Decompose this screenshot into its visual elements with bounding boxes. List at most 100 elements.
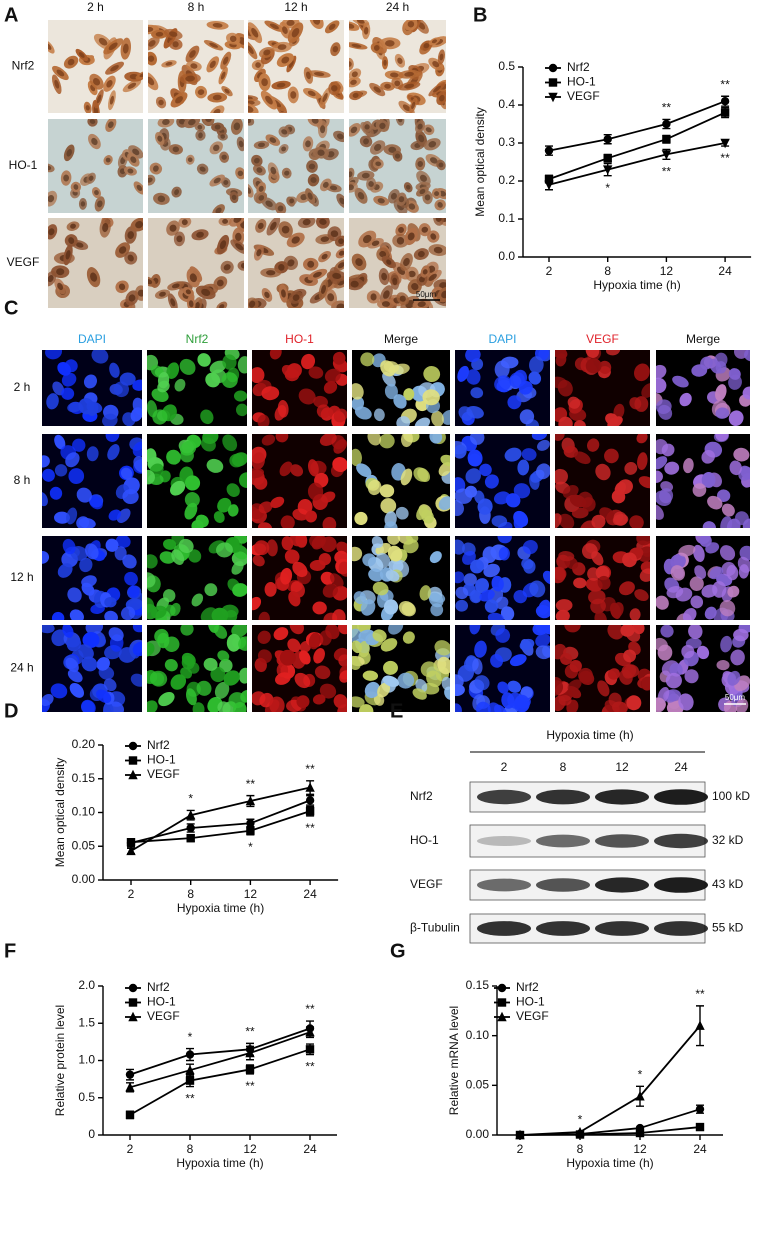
nucleus xyxy=(137,289,143,297)
blot-size-label: 100 kD xyxy=(712,789,750,803)
cell xyxy=(507,395,522,410)
nucleus xyxy=(135,221,143,229)
nucleus xyxy=(223,264,231,271)
cell xyxy=(437,656,450,675)
cell xyxy=(313,648,325,664)
cell xyxy=(164,658,178,672)
panel-letter: G xyxy=(390,940,406,962)
cell xyxy=(132,379,142,391)
marker xyxy=(544,180,554,190)
lane-label: 12 xyxy=(615,760,629,774)
cell xyxy=(719,545,736,561)
cell xyxy=(475,578,489,593)
nucleus xyxy=(169,31,178,37)
cell xyxy=(375,553,391,568)
cell xyxy=(308,632,321,650)
cell xyxy=(147,642,155,657)
marker xyxy=(245,795,256,806)
nucleus xyxy=(330,85,338,92)
cell xyxy=(82,632,100,648)
cell xyxy=(578,667,593,684)
cell xyxy=(519,409,535,425)
micrograph xyxy=(48,218,143,308)
cell xyxy=(147,572,156,588)
image-background xyxy=(48,119,143,213)
nucleus xyxy=(257,142,265,148)
nucleus xyxy=(78,52,85,58)
cell xyxy=(213,511,225,523)
cell xyxy=(522,540,538,555)
cell xyxy=(299,650,311,665)
significance-mark: ** xyxy=(720,77,730,91)
nucleus xyxy=(423,43,430,49)
nucleus xyxy=(384,40,395,47)
nucleus xyxy=(127,82,137,89)
cell xyxy=(54,434,66,450)
cell xyxy=(65,452,80,468)
cell xyxy=(388,559,404,573)
cell xyxy=(275,672,291,685)
micrograph xyxy=(349,218,446,308)
nucleus xyxy=(169,224,177,232)
cell xyxy=(704,606,717,620)
nucleus xyxy=(48,275,54,283)
nucleus xyxy=(185,75,195,82)
nucleus xyxy=(417,250,425,258)
cell xyxy=(531,434,548,441)
nucleus xyxy=(388,146,397,153)
nucleus xyxy=(265,200,273,208)
cell xyxy=(284,549,300,564)
cell xyxy=(413,467,429,482)
nucleus xyxy=(356,20,365,24)
cell xyxy=(96,656,110,671)
cell xyxy=(681,644,695,659)
cell xyxy=(383,599,399,615)
series-line xyxy=(130,799,311,844)
cell xyxy=(281,365,298,379)
nucleus xyxy=(381,272,388,281)
nucleus xyxy=(255,62,261,68)
cell xyxy=(157,372,170,389)
lane-label: 2 xyxy=(501,760,508,774)
cell xyxy=(109,362,120,378)
cell xyxy=(595,463,611,481)
cell xyxy=(590,598,606,614)
cell xyxy=(252,555,265,567)
legend-marker xyxy=(497,998,507,1007)
cell xyxy=(716,660,730,671)
nucleus xyxy=(122,43,129,54)
cell xyxy=(307,482,324,501)
cell xyxy=(509,654,527,667)
nucleus xyxy=(438,94,445,102)
legend-label: HO-1 xyxy=(567,75,596,89)
nucleus xyxy=(172,146,180,153)
nucleus xyxy=(57,282,64,291)
nucleus xyxy=(330,230,339,238)
cell xyxy=(455,703,462,712)
nucleus xyxy=(287,259,295,267)
cell xyxy=(385,570,400,582)
marker xyxy=(662,119,671,129)
nucleus xyxy=(263,49,271,56)
nucleus xyxy=(96,94,102,104)
y-tick-label: 0.10 xyxy=(72,805,96,819)
cell xyxy=(150,605,167,619)
nucleus xyxy=(201,288,211,297)
cell xyxy=(500,356,519,369)
marker xyxy=(185,1050,195,1059)
nucleus xyxy=(68,237,75,244)
nucleus xyxy=(185,289,191,295)
nucleus xyxy=(438,162,444,168)
x-tick-label: 24 xyxy=(303,1142,317,1156)
cell xyxy=(269,696,285,712)
nucleus xyxy=(48,43,52,50)
cell xyxy=(237,356,247,374)
cell xyxy=(352,655,361,671)
cell xyxy=(535,645,550,660)
cell xyxy=(569,659,582,673)
y-tick-label: 0.05 xyxy=(72,838,96,852)
cell xyxy=(571,507,589,519)
nucleus xyxy=(404,71,414,77)
y-axis-label: Relative protein level xyxy=(53,1005,67,1116)
cell xyxy=(733,628,749,642)
